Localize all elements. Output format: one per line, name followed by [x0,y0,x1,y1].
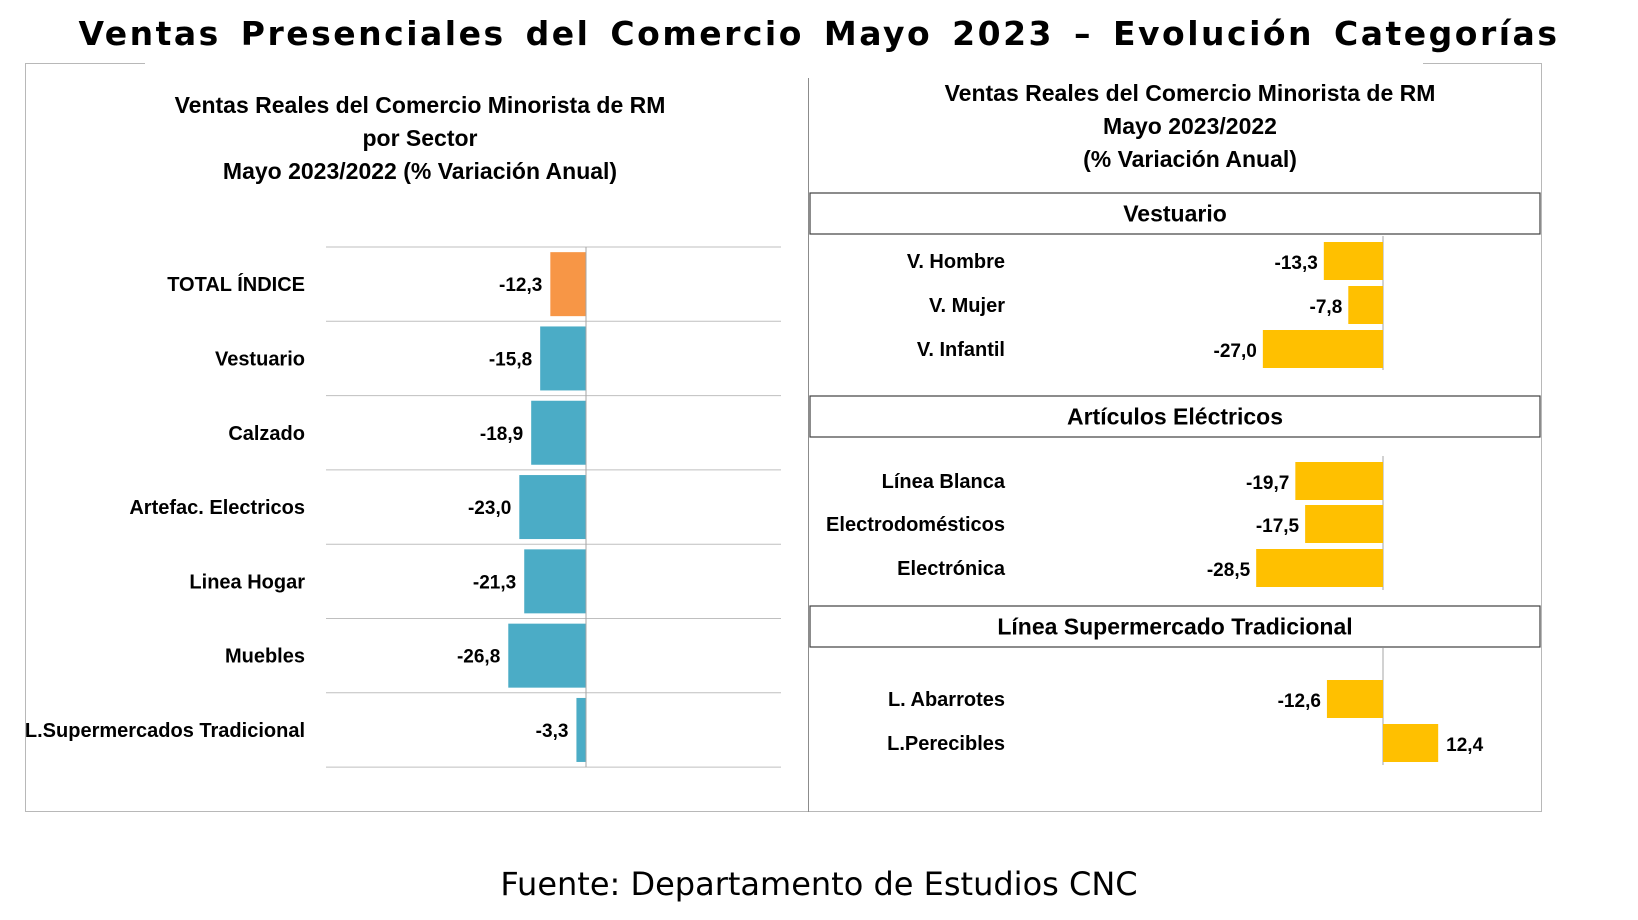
bar-linea-hogar [524,549,586,614]
category-label: L.Supermercados Tradicional [25,720,305,742]
right-chart-title: Ventas Reales del Comercio Minorista de … [910,77,1470,176]
category-label: L.Perecibles [887,733,1005,755]
section-header-box [809,605,1541,648]
panel-divider [808,78,809,812]
category-label: Vestuario [215,348,305,370]
left-chart-title-line-1: Ventas Reales del Comercio Minorista de … [174,92,666,118]
value-label: 12,4 [1446,735,1483,756]
value-label: -12,3 [499,275,542,296]
value-label: -18,9 [480,424,523,445]
bar-calzado [531,400,586,465]
bar-artefac-electricos [519,475,586,540]
category-label: Electrodomésticos [826,514,1005,536]
section-header-linea-supermercado-tradicional: Línea Supermercado Tradicional [997,614,1352,640]
category-label: Calzado [228,423,305,445]
bar-v-mujer [1348,286,1383,324]
left-chart-title-line-2: por Sector [362,125,478,151]
main-title: Ventas Presenciales del Comercio Mayo 20… [78,14,1560,53]
value-label: -15,8 [489,349,532,370]
frame-bottom [25,811,1542,812]
bar-l-supermercados-tradicional [576,697,586,762]
category-label: Muebles [225,646,305,668]
section-header-box [809,395,1541,438]
category-label: TOTAL ÍNDICE [167,273,305,296]
value-label: -17,5 [1256,516,1300,537]
right-chart-title-line-3: (% Variación Anual) [1083,146,1297,172]
bar-muebles [508,623,586,688]
frame-top-left [25,63,145,64]
value-label: -7,8 [1310,297,1343,318]
category-label: V. Infantil [917,339,1005,361]
category-label: L. Abarrotes [888,689,1005,711]
value-label: -19,7 [1246,473,1289,494]
bar-l-perecibles [1383,724,1439,762]
value-label: -26,8 [457,647,500,668]
bar-linea-blanca [1295,462,1383,500]
frame-right [1541,63,1542,812]
value-label: -12,6 [1278,691,1321,712]
frame-left [25,63,26,812]
left-chart-title-line-3: Mayo 2023/2022 (% Variación Anual) [222,158,618,184]
value-label: -13,3 [1275,253,1318,274]
value-label: -21,3 [473,572,516,593]
bar-v-infantil [1262,330,1383,368]
bar-electronica [1256,549,1383,587]
frame-top-right [1423,63,1542,64]
category-label: V. Mujer [929,295,1005,317]
section-header-vestuario: Vestuario [1123,201,1227,227]
category-label: Linea Hogar [189,571,305,593]
bar-total-indice [550,252,586,317]
source-note: Fuente: Departamento de Estudios CNC [500,865,1138,903]
category-label: Línea Blanca [882,471,1006,493]
section-header-articulos-electricos: Artículos Eléctricos [1067,404,1283,430]
value-label: -3,3 [536,721,569,742]
section-header-box [809,192,1541,235]
bar-v-hombre [1323,242,1383,280]
category-label: V. Hombre [907,251,1005,273]
bar-l-abarrotes [1326,680,1383,718]
value-label: -28,5 [1207,560,1251,581]
right-chart-title-line-2: Mayo 2023/2022 [1103,113,1277,139]
category-label: Artefac. Electricos [129,497,305,519]
value-label: -27,0 [1214,341,1257,362]
bar-vestuario [540,326,586,391]
value-label: -23,0 [468,498,511,519]
left-chart-title: Ventas Reales del Comercio Minorista de … [160,89,680,188]
category-label: Electrónica [897,558,1006,580]
right-chart-title-line-1: Ventas Reales del Comercio Minorista de … [944,80,1436,106]
bar-electrodomesticos [1305,505,1383,543]
